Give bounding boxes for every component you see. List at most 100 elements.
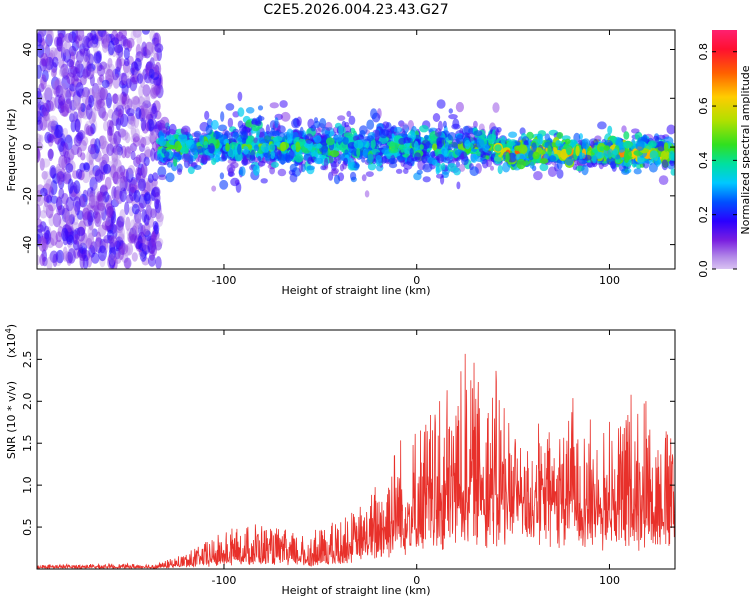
spectrogram-cell xyxy=(514,145,521,151)
spectrogram-cell xyxy=(114,252,122,264)
spectrogram-cell xyxy=(482,144,490,153)
spectrogram-cell xyxy=(73,180,81,194)
spectrogram-cell xyxy=(361,157,366,163)
spectrogram-cell xyxy=(132,223,139,236)
spectrogram-cell xyxy=(45,99,51,113)
spectrogram-cell xyxy=(422,163,433,173)
spectrogram-cell xyxy=(367,162,377,171)
spectrogram-cell xyxy=(56,171,65,180)
spectrogram-cell xyxy=(142,68,148,80)
colorbar-tick-label: 0.4 xyxy=(697,152,710,170)
spectrogram-cell xyxy=(81,89,90,105)
spectrogram-cell xyxy=(43,171,51,187)
spectrogram-cell xyxy=(242,145,249,155)
spectrogram-cell xyxy=(82,35,91,52)
spectrogram-cell xyxy=(152,220,159,231)
spectrogram-cell xyxy=(539,158,549,164)
spectrogram-cell xyxy=(116,146,124,156)
spectrogram-cell xyxy=(112,73,121,89)
spectrogram-cell xyxy=(119,165,126,177)
spectrogram-cell xyxy=(136,73,144,84)
spectrogram-cell xyxy=(98,156,107,166)
spectrogram-cell xyxy=(270,150,275,160)
spectrogram-cell xyxy=(533,171,543,181)
spectrogram-cell xyxy=(57,137,65,152)
spectrogram-cell xyxy=(81,207,90,221)
spectrogram-cell xyxy=(590,140,595,149)
spectrogram-cell xyxy=(87,232,95,248)
spectrogram-cell xyxy=(107,235,115,244)
spectrogram-cell xyxy=(128,178,138,193)
spectrogram-cell xyxy=(144,146,151,160)
spectrogram-cell xyxy=(294,154,304,163)
spectrogram-cell xyxy=(274,117,279,129)
spectrogram-cell xyxy=(95,90,102,103)
spectrogram-cell xyxy=(64,33,74,43)
spectrogram-cell xyxy=(121,72,128,85)
spectrogram-cell xyxy=(137,96,146,108)
y-tick-label: 20 xyxy=(21,91,34,105)
spectrogram-cell xyxy=(575,145,580,157)
spectrogram-cell xyxy=(101,206,107,221)
spectrogram-cell xyxy=(61,227,69,242)
spectrogram-cell xyxy=(328,171,334,181)
spectrogram-cell xyxy=(64,134,73,151)
spectrogram-cell xyxy=(453,167,461,176)
spectrogram-cell xyxy=(67,178,74,194)
spectrogram-cell xyxy=(398,120,405,127)
spectrogram-cell xyxy=(119,171,125,184)
spectrogram-cell xyxy=(94,138,101,154)
spectrogram-cell xyxy=(97,98,105,108)
spectrogram-cell xyxy=(413,140,419,151)
spectrogram-cell xyxy=(144,191,152,205)
spectrogram-cell xyxy=(135,166,142,181)
spectrogram-cell xyxy=(150,147,156,162)
spectrogram-cell xyxy=(87,209,95,223)
spectrogram-cell xyxy=(374,129,380,141)
spectrogram-cell xyxy=(333,174,341,185)
spectrogram-cell xyxy=(280,141,287,152)
spectrogram-cell xyxy=(144,230,152,242)
spectrogram-cell xyxy=(42,115,51,128)
spectrogram-cell xyxy=(125,78,132,89)
spectrogram-cell xyxy=(79,74,87,86)
spectrogram-cell xyxy=(157,122,166,129)
spectrogram-cell xyxy=(83,162,90,173)
spectrogram-cell xyxy=(312,143,323,149)
spectrogram-cell xyxy=(119,209,126,222)
spectrogram-cell xyxy=(143,94,150,104)
spectrogram-cell xyxy=(133,190,141,203)
spectrogram-cell xyxy=(71,97,78,110)
spectrogram-cell xyxy=(52,213,62,228)
spectrogram-cell xyxy=(115,236,124,250)
spectrogram-cell xyxy=(122,36,129,47)
spectrogram-cell xyxy=(72,229,78,245)
spectrogram-cell xyxy=(497,164,503,175)
spectrogram-cell xyxy=(406,155,415,167)
spectrogram-cell xyxy=(61,36,68,53)
spectrogram-cell xyxy=(225,142,230,152)
spectrogram-cell xyxy=(96,194,103,211)
spectrogram-cell xyxy=(161,148,167,154)
spectrogram-cell xyxy=(211,119,219,130)
spectrogram-cell xyxy=(131,203,140,215)
spectrogram-cell xyxy=(288,169,296,176)
snr-multiplier: (x104) xyxy=(4,324,18,358)
spectrogram-cell xyxy=(95,231,102,248)
spectrogram-cell xyxy=(108,120,115,136)
spectrogram-cell xyxy=(153,52,160,62)
spectrogram-cell xyxy=(257,156,262,162)
spectrogram-cell xyxy=(353,135,360,141)
spectrogram-cell xyxy=(556,169,564,179)
spectrogram-cell xyxy=(47,148,54,160)
spectrogram-cell xyxy=(310,124,316,132)
spectrogram-cell xyxy=(62,142,69,159)
spectrogram-cell xyxy=(190,143,198,155)
spectrogram-cell xyxy=(140,162,148,179)
spectrogram-cell xyxy=(394,126,403,133)
spectrogram-cell xyxy=(146,208,155,217)
spectrogram-cell xyxy=(342,136,349,145)
spectrogram-cell xyxy=(257,105,264,111)
spectrogram-cell xyxy=(141,30,150,35)
